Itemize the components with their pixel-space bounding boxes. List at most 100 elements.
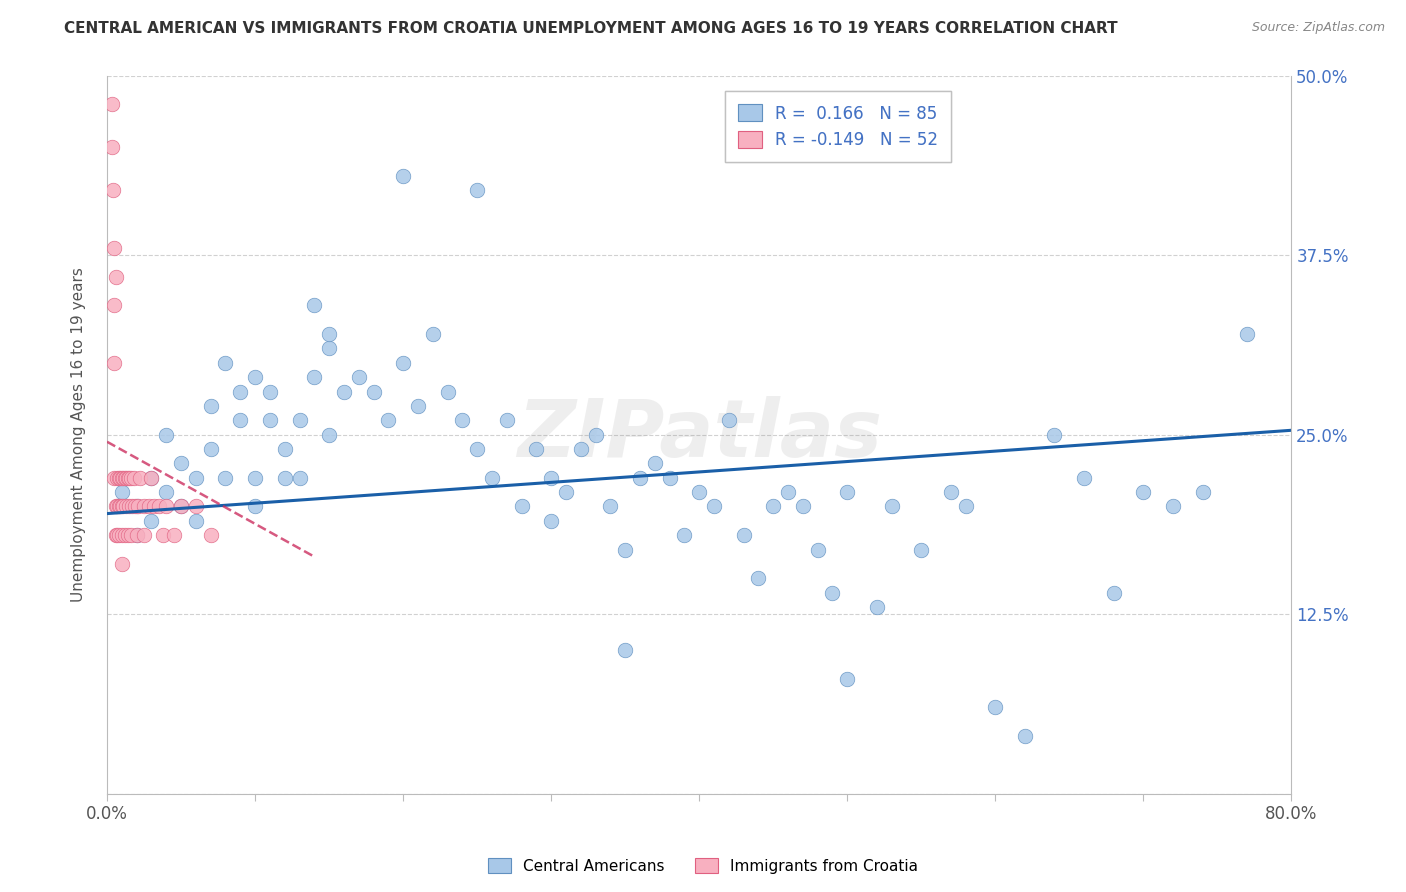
- Point: [200, 442, 222, 456]
- Point: [569, 442, 592, 456]
- Point: [170, 456, 193, 470]
- Point: [152, 528, 174, 542]
- Point: [540, 471, 562, 485]
- Point: [807, 542, 830, 557]
- Point: [465, 442, 488, 456]
- Point: [585, 427, 607, 442]
- Legend: R =  0.166   N = 85, R = -0.149   N = 52: R = 0.166 N = 85, R = -0.149 N = 52: [725, 91, 952, 162]
- Point: [747, 571, 769, 585]
- Point: [910, 542, 932, 557]
- Point: [111, 500, 134, 514]
- Point: [837, 485, 859, 500]
- Point: [132, 500, 155, 514]
- Point: [125, 528, 148, 542]
- Point: [108, 471, 131, 485]
- Point: [115, 471, 138, 485]
- Point: [214, 471, 236, 485]
- Point: [288, 413, 311, 427]
- Point: [121, 500, 143, 514]
- Point: [115, 500, 138, 514]
- Point: [1102, 585, 1125, 599]
- Point: [110, 471, 132, 485]
- Point: [243, 471, 266, 485]
- Point: [103, 241, 125, 255]
- Point: [821, 585, 844, 599]
- Point: [599, 500, 621, 514]
- Point: [733, 528, 755, 542]
- Point: [132, 528, 155, 542]
- Point: [273, 471, 295, 485]
- Point: [273, 442, 295, 456]
- Point: [243, 500, 266, 514]
- Point: [170, 500, 193, 514]
- Point: [104, 500, 127, 514]
- Point: [465, 183, 488, 197]
- Point: [658, 471, 681, 485]
- Point: [111, 528, 134, 542]
- Point: [117, 471, 139, 485]
- Point: [984, 700, 1007, 714]
- Point: [103, 471, 125, 485]
- Point: [112, 471, 135, 485]
- Point: [100, 140, 122, 154]
- Point: [112, 500, 135, 514]
- Point: [1014, 729, 1036, 743]
- Point: [717, 413, 740, 427]
- Point: [866, 599, 889, 614]
- Point: [1161, 500, 1184, 514]
- Point: [628, 471, 651, 485]
- Point: [214, 356, 236, 370]
- Text: Source: ZipAtlas.com: Source: ZipAtlas.com: [1251, 21, 1385, 34]
- Point: [128, 471, 150, 485]
- Point: [880, 500, 903, 514]
- Point: [644, 456, 666, 470]
- Text: CENTRAL AMERICAN VS IMMIGRANTS FROM CROATIA UNEMPLOYMENT AMONG AGES 16 TO 19 YEA: CENTRAL AMERICAN VS IMMIGRANTS FROM CROA…: [63, 21, 1118, 36]
- Point: [229, 384, 252, 399]
- Point: [614, 643, 637, 657]
- Legend: Central Americans, Immigrants from Croatia: Central Americans, Immigrants from Croat…: [482, 852, 924, 880]
- Point: [1132, 485, 1154, 500]
- Point: [111, 557, 134, 571]
- Point: [117, 528, 139, 542]
- Point: [776, 485, 799, 500]
- Point: [614, 542, 637, 557]
- Point: [481, 471, 503, 485]
- Point: [118, 471, 141, 485]
- Point: [939, 485, 962, 500]
- Point: [703, 500, 725, 514]
- Point: [108, 528, 131, 542]
- Point: [155, 485, 177, 500]
- Point: [555, 485, 578, 500]
- Point: [100, 97, 122, 112]
- Point: [104, 269, 127, 284]
- Point: [688, 485, 710, 500]
- Point: [451, 413, 474, 427]
- Point: [347, 370, 370, 384]
- Point: [155, 427, 177, 442]
- Point: [259, 413, 281, 427]
- Point: [955, 500, 977, 514]
- Point: [392, 169, 415, 183]
- Point: [103, 298, 125, 312]
- Point: [392, 356, 415, 370]
- Point: [143, 500, 166, 514]
- Point: [792, 500, 814, 514]
- Point: [200, 399, 222, 413]
- Point: [377, 413, 399, 427]
- Point: [243, 370, 266, 384]
- Point: [103, 356, 125, 370]
- Point: [125, 528, 148, 542]
- Point: [304, 298, 326, 312]
- Point: [120, 471, 142, 485]
- Point: [107, 500, 129, 514]
- Point: [141, 514, 163, 528]
- Text: ZIPatlas: ZIPatlas: [516, 395, 882, 474]
- Point: [229, 413, 252, 427]
- Point: [422, 327, 444, 342]
- Point: [762, 500, 785, 514]
- Point: [138, 500, 160, 514]
- Point: [510, 500, 533, 514]
- Point: [107, 528, 129, 542]
- Point: [318, 342, 340, 356]
- Point: [184, 514, 207, 528]
